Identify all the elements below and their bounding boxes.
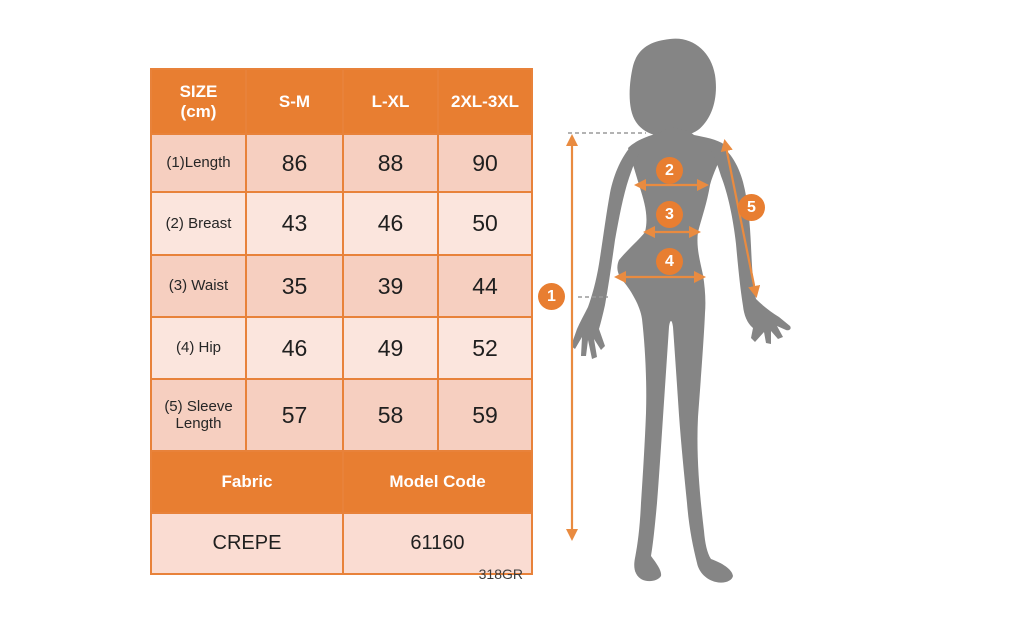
measure-marker-5: 5 bbox=[738, 194, 765, 221]
female-silhouette bbox=[571, 38, 791, 583]
measure-marker-1: 1 bbox=[538, 283, 565, 310]
value-sleeve-lxl: 58 bbox=[344, 380, 437, 450]
value-waist-sm: 35 bbox=[247, 256, 342, 316]
value-hip-lxl: 49 bbox=[344, 318, 437, 378]
header-cell-2xl3xl: 2XL-3XL bbox=[439, 70, 531, 133]
value-length-lxl: 88 bbox=[344, 135, 437, 191]
footer-value-fabric: CREPE bbox=[152, 514, 342, 573]
value-hip-2xl: 52 bbox=[439, 318, 531, 378]
row-label-hip: (4) Hip bbox=[152, 318, 245, 378]
value-length-2xl: 90 bbox=[439, 135, 531, 191]
value-breast-lxl: 46 bbox=[344, 193, 437, 254]
size-table: SIZE (cm) S-M L-XL 2XL-3XL (1)Length 86 … bbox=[150, 68, 533, 575]
measure-marker-3: 3 bbox=[656, 201, 683, 228]
footer-value-model-code: 61160 bbox=[344, 514, 531, 573]
size-label-line1: SIZE bbox=[179, 81, 218, 101]
row-label-breast: (2) Breast bbox=[152, 193, 245, 254]
size-label-line2: (cm) bbox=[180, 101, 217, 121]
body-silhouette-svg bbox=[565, 38, 791, 583]
measurement-figure bbox=[540, 25, 810, 595]
footer-header-fabric: Fabric bbox=[152, 452, 342, 512]
sleeve-arrow bbox=[720, 139, 761, 298]
measure-marker-4: 4 bbox=[656, 248, 683, 275]
value-sleeve-2xl: 59 bbox=[439, 380, 531, 450]
weight-note: 318GR bbox=[478, 566, 523, 582]
row-label-length: (1)Length bbox=[152, 135, 245, 191]
row-label-waist: (3) Waist bbox=[152, 256, 245, 316]
value-length-sm: 86 bbox=[247, 135, 342, 191]
header-cell-sm: S-M bbox=[247, 70, 342, 133]
header-cell-size: SIZE (cm) bbox=[152, 70, 245, 133]
value-waist-lxl: 39 bbox=[344, 256, 437, 316]
value-hip-sm: 46 bbox=[247, 318, 342, 378]
header-cell-lxl: L-XL bbox=[344, 70, 437, 133]
row-label-sleeve: (5) Sleeve Length bbox=[152, 380, 245, 450]
value-breast-sm: 43 bbox=[247, 193, 342, 254]
value-waist-2xl: 44 bbox=[439, 256, 531, 316]
footer-header-model-code: Model Code bbox=[344, 452, 531, 512]
value-sleeve-sm: 57 bbox=[247, 380, 342, 450]
measure-marker-2: 2 bbox=[656, 157, 683, 184]
value-breast-2xl: 50 bbox=[439, 193, 531, 254]
